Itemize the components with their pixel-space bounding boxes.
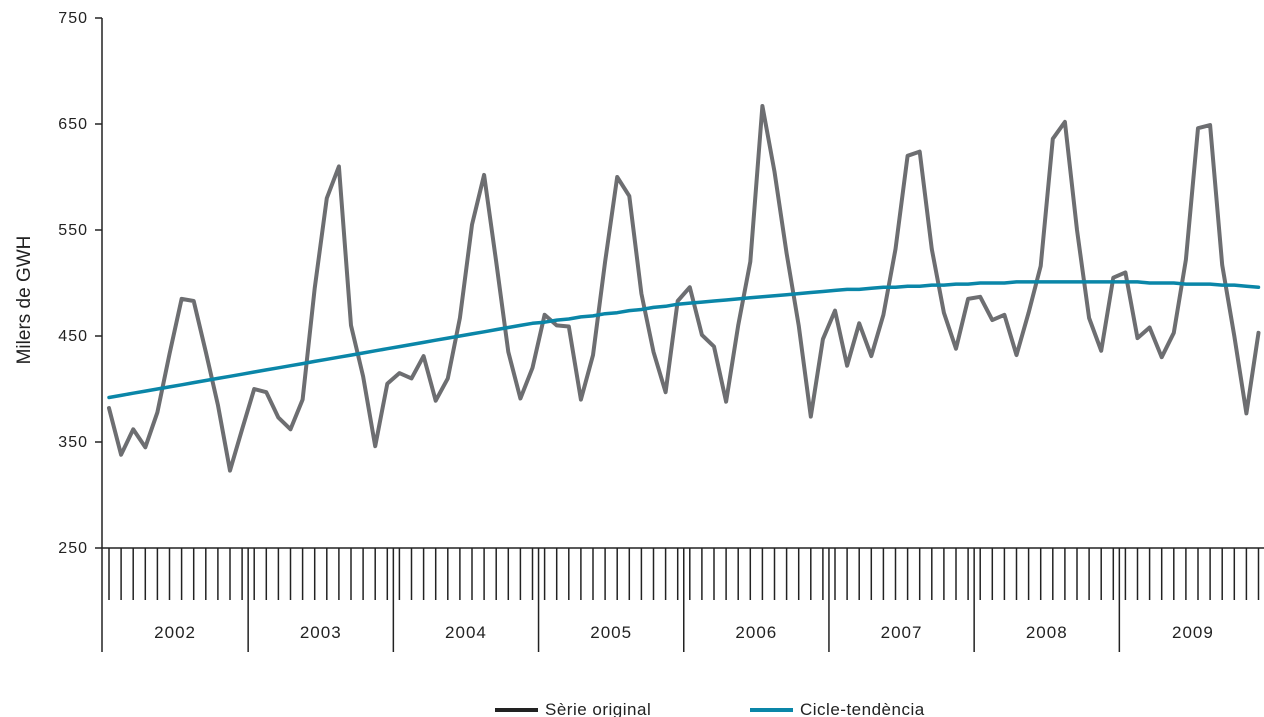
- x-year-label: 2005: [590, 623, 632, 642]
- legend-label: Sèrie original: [545, 700, 651, 717]
- series-line-trend: [107, 280, 1261, 400]
- series-line-original: [107, 104, 1261, 473]
- y-axis-label: Milers de GWH: [14, 236, 35, 365]
- x-year-label: 2006: [735, 623, 777, 642]
- x-year-label: 2003: [300, 623, 342, 642]
- x-year-label: 2002: [154, 623, 196, 642]
- y-tick-label: 450: [58, 328, 88, 345]
- x-year-label: 2009: [1172, 623, 1214, 642]
- y-tick-label: 550: [58, 222, 88, 239]
- y-tick-label: 350: [58, 434, 88, 451]
- y-tick-label: 750: [58, 10, 88, 27]
- y-tick-label: 250: [58, 540, 88, 557]
- x-axis: 2002 2003 2004 2005 2006 2007 2008 2009: [101, 547, 1264, 652]
- legend-label: Cicle-tendència: [800, 700, 925, 717]
- x-year-label: 2007: [881, 623, 923, 642]
- x-year-label: 2008: [1026, 623, 1068, 642]
- y-tick-label: 650: [58, 116, 88, 133]
- series-layer: [107, 104, 1261, 473]
- x-year-label: 2004: [445, 623, 487, 642]
- legend: Sèrie original Cicle-tendència: [495, 700, 925, 717]
- y-axis: 250 350 450 550 650 750: [58, 10, 103, 557]
